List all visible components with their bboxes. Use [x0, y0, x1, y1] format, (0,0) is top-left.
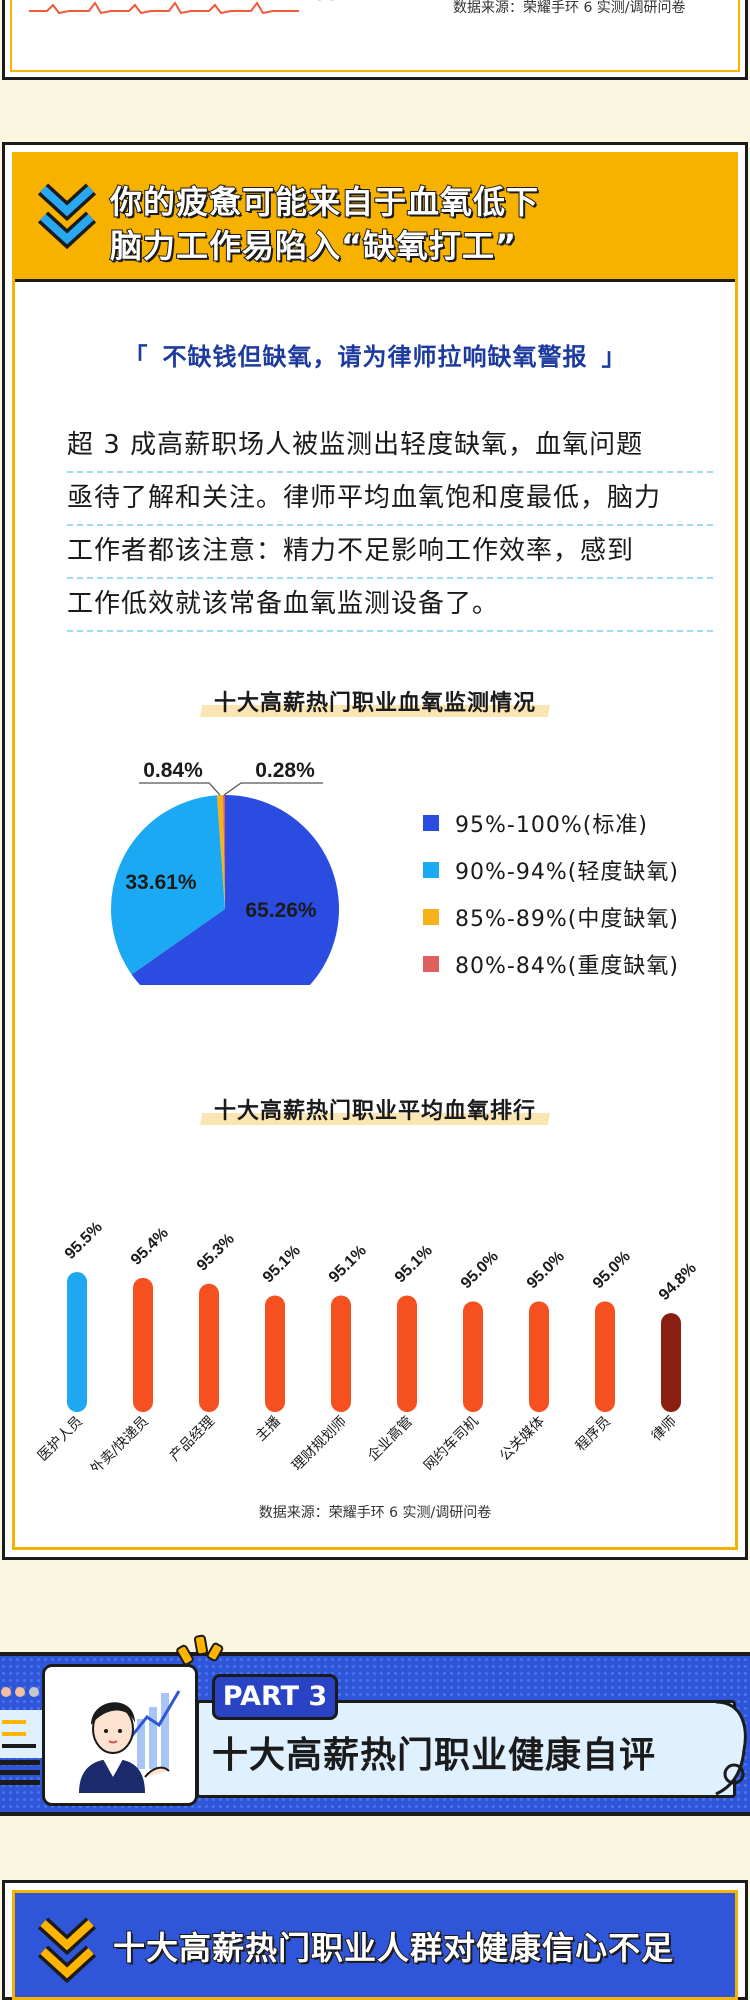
bar-category-label: 企业高管	[364, 1413, 416, 1465]
pie-legend: 95%-100%(标准) 90%-94%(轻度缺氧) 85%-89%(中度缺氧) 80…	[423, 799, 679, 987]
legend-label: 85%-89%(中度缺氧)	[455, 906, 679, 932]
sparkle-icon	[176, 1634, 224, 1666]
paragraph-line: 工作低效就该常备血氧监测设备了。	[67, 579, 713, 632]
bar-category-label: 主播	[253, 1414, 284, 1445]
professional-avatar-icon	[47, 1669, 193, 1801]
part3-title: 十大高薪热门职业健康自评	[212, 1735, 657, 1776]
bar-value-label: 95.0%	[524, 1248, 568, 1292]
bar	[265, 1295, 285, 1412]
legend-item: 85%-89%(中度缺氧)	[423, 893, 679, 940]
bar	[67, 1272, 87, 1412]
bar	[661, 1313, 681, 1412]
pie-chart-title-text: 十大高薪热门职业血氧监测情况	[191, 685, 558, 717]
quote-open-bracket: 「	[123, 343, 149, 371]
bar-value-label: 94.8%	[656, 1260, 700, 1304]
avatar	[42, 1664, 198, 1806]
bar-value-label: 95.0%	[590, 1248, 634, 1292]
bar	[529, 1301, 549, 1412]
double-chevron-down-icon	[37, 183, 97, 249]
banner-title-line2: 脑力工作易陷入“缺氧打工”	[109, 226, 518, 266]
data-source: 数据来源：荣耀手环 6 实测/调研问卷	[453, 0, 686, 16]
banner-title-line1: 你的疲惫可能来自于血氧低下	[109, 182, 540, 222]
bar-category-label: 网约车司机	[420, 1413, 482, 1470]
legend-swatch	[423, 861, 439, 878]
bar-chart-title-text: 十大高薪热门职业平均血氧排行	[191, 1093, 558, 1125]
bar-category-label: 公关媒体	[497, 1414, 548, 1465]
bar-category-label: 产品经理	[167, 1414, 218, 1465]
bar	[595, 1301, 615, 1412]
pie-slice-label: 33.61%	[125, 871, 197, 894]
bar	[463, 1301, 483, 1412]
bar-value-label: 95.1%	[392, 1242, 436, 1286]
bar	[397, 1295, 417, 1412]
scroll-end-icon	[715, 1700, 747, 1796]
legend-item: 95%-100%(标准)	[423, 799, 679, 846]
legend-item: 80%-84%(重度缺氧)	[423, 940, 679, 987]
bar	[331, 1295, 351, 1412]
double-chevron-down-icon	[37, 1917, 97, 1983]
bar-category-label: 外卖/快递员	[88, 1414, 152, 1470]
paragraph-line: 亟待了解和关注。律师平均血氧饱和度最低，脑力	[67, 473, 713, 526]
pie-chart: 65.26% 33.61% 0.84% 0.28%	[110, 759, 339, 985]
legend-swatch	[423, 814, 439, 831]
legend-swatch	[423, 908, 439, 925]
bar-chart-title: 十大高薪热门职业平均血氧排行	[15, 1093, 735, 1125]
bar-value-label: 95.1%	[326, 1242, 370, 1286]
bar-category-label: 程序员	[573, 1414, 614, 1455]
blood-oxygen-card: 你的疲惫可能来自于血氧低下 脑力工作易陷入“缺氧打工” 「不缺钱但缺氧，请为律师…	[2, 142, 748, 1560]
quote-heading: 「不缺钱但缺氧，请为律师拉响缺氧警报」	[15, 337, 735, 372]
pie-chart-title: 十大高薪热门职业血氧监测情况	[15, 685, 735, 717]
health-confidence-card: 十大高薪热门职业人群对健康信心不足	[2, 1880, 748, 2000]
card-inner-frame: 你的疲惫可能来自于血氧低下 脑力工作易陷入“缺氧打工” 「不缺钱但缺氧，请为律师…	[12, 152, 738, 1550]
heart-rate-line	[29, 1, 299, 15]
bar-chart: 95.5% 医护人员 95.4% 外卖/快递员 95.3% 产品经理 95.1% 主播 95.1…	[35, 1219, 700, 1470]
body-paragraph: 超 3 成高薪职场人被监测出轻度缺氧，血氧问题 亟待了解和关注。律师平均血氧饱和…	[67, 420, 713, 632]
legend-label: 80%-84%(重度缺氧)	[455, 953, 679, 979]
bar-category-label: 医护人员	[35, 1414, 86, 1465]
bar-category-label: 律师	[649, 1414, 680, 1445]
section-banner: 你的疲惫可能来自于血氧低下 脑力工作易陷入“缺氧打工”	[15, 155, 735, 282]
bar-category-label: 理财规划师	[289, 1414, 350, 1470]
legend-item: 90%-94%(轻度缺氧)	[423, 846, 679, 893]
pie-slice	[110, 795, 225, 975]
bar	[133, 1277, 153, 1412]
previous-card: 65 数据来源：荣耀手环 6 实测/调研问卷	[2, 0, 748, 80]
paragraph-line: 超 3 成高薪职场人被监测出轻度缺氧，血氧问题	[67, 420, 713, 473]
bar-value-label: 95.0%	[458, 1248, 502, 1292]
quote-text: 不缺钱但缺氧，请为律师拉响缺氧警报	[162, 343, 588, 371]
pie-leader-line	[223, 782, 323, 796]
section-banner: 十大高薪热门职业人群对健康信心不足	[12, 1890, 738, 2000]
legend-label: 95%-100%(标准)	[455, 812, 648, 838]
bar-value-label: 95.1%	[260, 1242, 304, 1286]
pie-slice-label: 0.84%	[143, 759, 203, 782]
pie-slice-label: 65.26%	[245, 899, 317, 922]
paragraph-line: 工作者都该注意：精力不足影响工作效率，感到	[67, 526, 713, 579]
pie-slice	[222, 795, 225, 909]
data-source: 数据来源：荣耀手环 6 实测/调研问卷	[258, 1505, 492, 1521]
bar-value-label: 95.4%	[128, 1225, 172, 1269]
part-badge: PART 3	[212, 1674, 338, 1720]
bar-value-label: 95.3%	[194, 1230, 238, 1274]
pie-leader-line	[139, 782, 221, 796]
heart-rate-value: 65	[313, 0, 339, 5]
decorative-stripes	[0, 1687, 42, 1785]
bar	[199, 1283, 219, 1412]
quote-close-bracket: 」	[601, 343, 627, 371]
bar-value-label: 95.5%	[62, 1219, 106, 1263]
pie-slice	[216, 795, 225, 909]
pie-slice	[131, 795, 339, 985]
banner-title: 十大高薪热门职业人群对健康信心不足	[112, 1928, 675, 1968]
legend-label: 90%-94%(轻度缺氧)	[455, 859, 679, 885]
legend-swatch	[423, 955, 439, 972]
pie-slice-label: 0.28%	[255, 759, 315, 782]
